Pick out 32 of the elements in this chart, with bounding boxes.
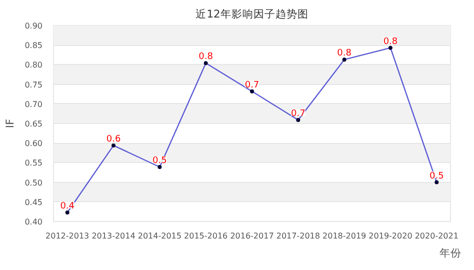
y-tick-label: 0.75: [24, 80, 42, 90]
y-tick-label: 0.70: [24, 100, 42, 109]
x-tick-label: 2017-2018: [276, 232, 320, 240]
y-tick-label: 0.40: [24, 218, 42, 226]
data-label: 0.7: [244, 80, 260, 90]
y-tick-label: 0.90: [24, 22, 42, 30]
y-tick-label: 0.50: [24, 178, 42, 188]
y-axis-title: IF: [4, 118, 17, 128]
y-tick-label: 0.45: [24, 198, 42, 207]
y-tick-label: 0.85: [24, 41, 42, 50]
x-tick-label: 2016-2017: [230, 232, 274, 240]
x-tick-label: 2013-2014: [92, 232, 136, 240]
y-tick-label: 0.65: [24, 120, 42, 128]
y-tick-label: 0.80: [24, 60, 42, 70]
data-label: 0.5: [152, 156, 167, 166]
x-tick-label: 2019-2020: [368, 232, 412, 240]
data-label: 0.8: [383, 36, 398, 47]
x-tick-label: 2015-2016: [184, 232, 228, 240]
data-label: 0.7: [291, 108, 306, 119]
y-tick-label: 0.60: [24, 139, 42, 148]
data-label: 0.8: [337, 48, 352, 59]
x-tick-label: 2018-2019: [322, 232, 366, 240]
x-tick-label: 2012-2013: [46, 232, 90, 240]
y-tick-label: 0.55: [24, 158, 42, 168]
x-tick-label: 2014-2015: [138, 232, 182, 240]
chart-title: 近12年影响因子趋势图: [196, 8, 308, 20]
data-label: 0.4: [60, 201, 75, 212]
data-label: 0.6: [106, 134, 121, 144]
data-label: 0.8: [198, 52, 214, 62]
data-label: 0.5: [429, 171, 444, 182]
x-axis-title: 年份: [440, 246, 462, 260]
x-tick-label: 2020-2021: [414, 232, 458, 240]
